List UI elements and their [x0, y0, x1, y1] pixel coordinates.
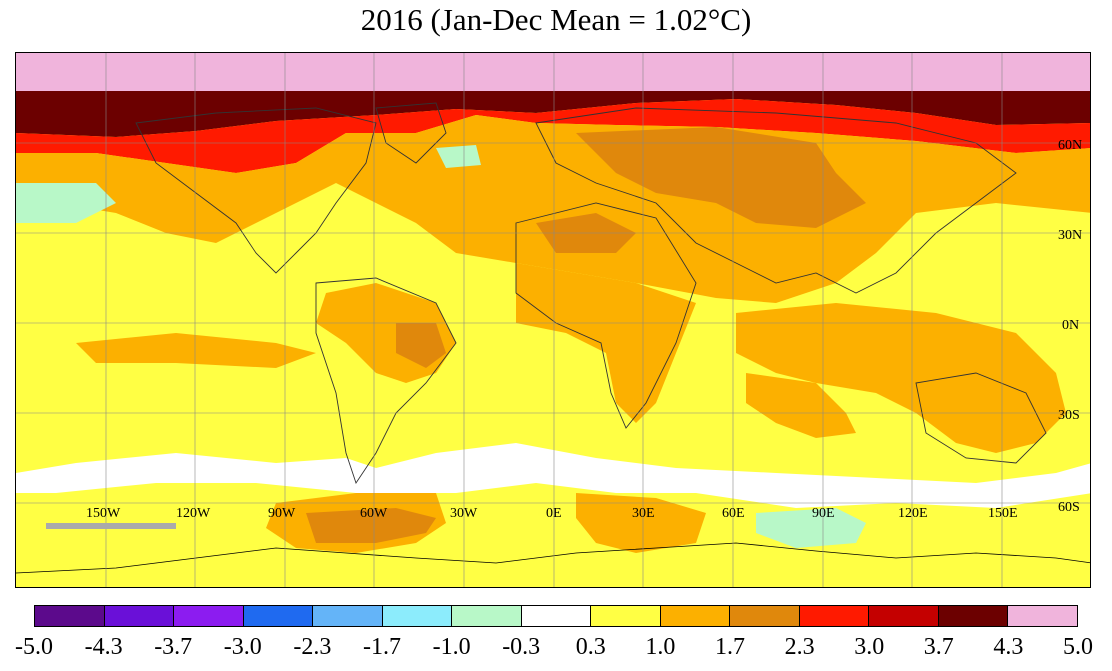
coastline-australia: [915, 372, 1047, 464]
map-gridlines: [16, 53, 1090, 587]
color-legend-bar: [34, 605, 1078, 627]
legend-tick-label: -1.7: [363, 634, 401, 660]
legend-tick-label: -3.7: [154, 634, 193, 660]
orange-indian-ocean: [736, 303, 1066, 453]
cool-patch-north-pacific: [16, 183, 116, 223]
legend-swatch: [35, 606, 105, 626]
lat-label-0n: 0N: [1062, 318, 1079, 333]
legend-tick-label: -5.0: [15, 634, 53, 660]
legend-swatch: [174, 606, 244, 626]
color-legend-ticks: -5.0 -4.3 -3.7 -3.0 -2.3 -1.7 -1.0 -0.3 0.3 1.0 1.…: [0, 632, 1112, 668]
legend-swatch: [869, 606, 939, 626]
legend-swatch: [243, 606, 314, 626]
legend-tick-label: -3.0: [223, 634, 262, 660]
legend-tick-label: 3.0: [854, 634, 885, 660]
lon-label-60e: 60E: [722, 506, 745, 521]
coastline-south-america: [315, 277, 457, 485]
map-scale-bar: [46, 523, 176, 529]
lon-label-120e: 120E: [898, 506, 928, 521]
arctic-dark-band: [16, 91, 1090, 137]
antarctic-coastline: [16, 542, 1090, 574]
antarctic-region: [16, 553, 1090, 587]
dark-orange-asia: [576, 127, 866, 228]
lat-label-30n: 30N: [1058, 228, 1082, 243]
legend-swatch: [730, 606, 800, 626]
map-title: 2016 (Jan-Dec Mean = 1.02°C): [360, 2, 752, 37]
white-southern-band: [16, 443, 1090, 508]
legend-tick-label: -2.3: [293, 634, 332, 660]
orange-africa: [516, 263, 696, 423]
legend-swatch: [591, 606, 661, 626]
legend-swatch: [313, 606, 383, 626]
lat-label-60n: 60N: [1058, 138, 1082, 153]
legend-swatch: [799, 606, 870, 626]
arctic-red-band: [16, 99, 1090, 173]
temperature-anomaly-map: 60N 30N 0N 30S 60S 150W 120W 90W 60W 30W…: [15, 52, 1091, 588]
legend-tick-label: 4.3: [993, 634, 1024, 660]
cool-patch-north-atlantic: [436, 145, 481, 168]
legend-swatch: [382, 606, 453, 626]
legend-tick-label: 1.0: [645, 634, 676, 660]
coastline-greenland: [375, 102, 447, 164]
coastline-north-america: [135, 107, 377, 274]
dark-orange-amazon: [396, 323, 446, 368]
lon-label-120w: 120W: [176, 506, 211, 521]
lon-label-30e: 30E: [632, 506, 655, 521]
dark-orange-weddell: [306, 508, 436, 543]
legend-swatch: [938, 606, 1009, 626]
arctic-cap-region: [16, 53, 1090, 91]
lon-label-90w: 90W: [268, 506, 296, 521]
legend-swatch: [104, 606, 175, 626]
lat-label-30s: 30S: [1058, 408, 1080, 423]
lat-label-60s: 60S: [1058, 500, 1080, 515]
coastline-africa: [515, 202, 697, 429]
legend-tick-label: 5.0: [1063, 634, 1093, 660]
lon-label-150e: 150E: [988, 506, 1018, 521]
cool-patch-antarctic: [756, 508, 866, 548]
orange-south-indian: [746, 373, 856, 438]
coastline-eurasia: [535, 107, 1017, 294]
lon-label-60w: 60W: [360, 506, 388, 521]
lon-label-90e: 90E: [812, 506, 835, 521]
legend-swatch: [660, 606, 731, 626]
orange-south-atlantic: [576, 493, 706, 553]
lon-label-0e: 0E: [546, 506, 562, 521]
legend-tick-label: 2.3: [784, 634, 815, 660]
map-canvas: 60N 30N 0N 30S 60S 150W 120W 90W 60W 30W…: [16, 53, 1090, 587]
legend-swatch: [452, 606, 522, 626]
lon-label-30w: 30W: [450, 506, 478, 521]
legend-tick-label: -1.0: [432, 634, 471, 660]
legend-tick-label: 3.7: [923, 634, 954, 660]
legend-tick-label: 0.3: [575, 634, 606, 660]
legend-swatch: [1008, 606, 1077, 626]
legend-tick-label: 1.7: [715, 634, 745, 660]
legend-tick-label: -4.3: [84, 634, 123, 660]
orange-pacific-band: [76, 333, 316, 368]
lon-label-150w: 150W: [86, 506, 121, 521]
legend-tick-label: -0.3: [502, 634, 541, 660]
legend-swatch: [521, 606, 592, 626]
